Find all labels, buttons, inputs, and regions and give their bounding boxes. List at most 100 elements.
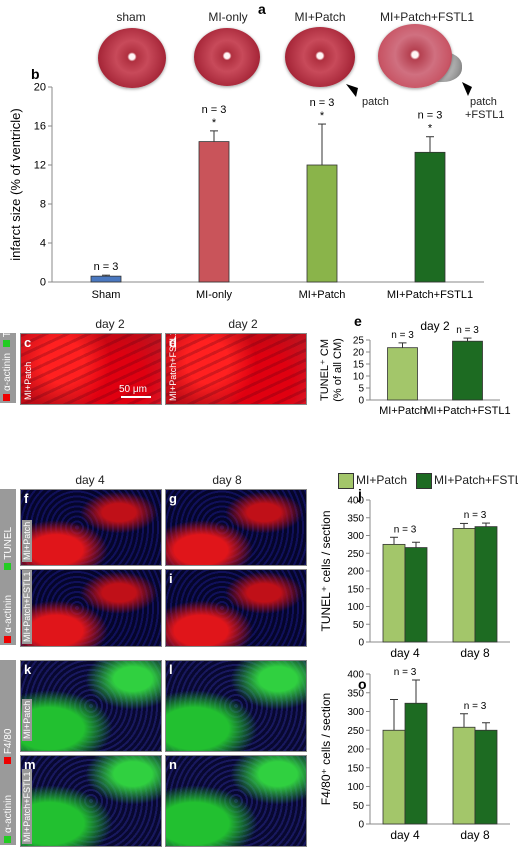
micrograph-g: g xyxy=(165,489,307,566)
y-tick-label-o: 50 xyxy=(353,801,365,812)
heart-caption-sham: sham xyxy=(116,10,146,24)
arrow-label-patch: patch xyxy=(362,96,389,108)
heart-photo-mi-patch xyxy=(285,27,355,87)
y-tick-label-o: 100 xyxy=(347,782,364,793)
micro-letter-g: g xyxy=(169,491,177,506)
category-label-j: day 4 xyxy=(390,646,420,660)
panel-label-j: j xyxy=(358,486,362,502)
bar-j-1-1 xyxy=(474,526,498,643)
micro-day-label-c: day 2 xyxy=(95,317,125,331)
y-tick-label-b: 8 xyxy=(40,199,46,211)
y-tick-label-j: 150 xyxy=(347,584,364,595)
micro-group-label-c: MI+Patch xyxy=(23,361,33,400)
scale-bar xyxy=(121,396,151,398)
micro-letter-d: d xyxy=(169,335,177,350)
annotation-b: * xyxy=(320,110,325,122)
legend-swatch-mi-patch-fstl1 xyxy=(416,473,432,489)
bar-b-2-0 xyxy=(306,164,338,283)
annotation-b: n = 3 xyxy=(94,261,119,273)
micro-letter-f: f xyxy=(24,491,29,506)
annotation-e: n = 3 xyxy=(456,325,479,336)
category-label-b: Sham xyxy=(92,289,121,301)
y-axis-label-b: infarct size (% of ventricle) xyxy=(8,108,23,260)
bar-b-1-0 xyxy=(198,141,230,283)
arrow-label-patch-fstl1-2: +FSTL1 xyxy=(465,109,505,121)
chart-f480-cells: 0 50 100 150 200 250 300 350 400 F4/80⁺ cells / s… xyxy=(319,667,510,842)
panel-label-e: e xyxy=(354,313,362,329)
y-tick-label-j: 250 xyxy=(347,549,364,560)
y-tick-label-o: 300 xyxy=(347,707,364,718)
annotation-j: n = 3 xyxy=(464,510,487,521)
bar-j-0-0 xyxy=(382,543,406,643)
annotation-e: n = 3 xyxy=(391,330,414,341)
y-axis-label-j: TUNEL⁺ cells / section xyxy=(319,510,333,631)
category-label-o: day 4 xyxy=(390,828,420,842)
bar-o-0-1 xyxy=(404,702,428,825)
y-axis-label-e: (% of all CM) xyxy=(332,338,344,402)
annotation-b: n = 3 xyxy=(418,110,443,122)
micro-letter-k: k xyxy=(24,662,32,677)
category-label-b: MI+Patch+FSTL1 xyxy=(387,289,473,301)
category-label-j: day 8 xyxy=(460,646,490,660)
y-tick-label-j: 0 xyxy=(358,638,364,649)
y-tick-label-o: 150 xyxy=(347,763,364,774)
bar-b-3-0 xyxy=(414,151,446,283)
y-tick-label-j: 100 xyxy=(347,602,364,613)
y-tick-label-j: 350 xyxy=(347,513,364,524)
y-axis-label-e: TUNEL⁺ CM xyxy=(319,339,331,401)
y-tick-label-o: 400 xyxy=(347,670,364,681)
micro-group-label-f: MI+Patch xyxy=(22,519,32,562)
micro-group-label-m: MI+Patch+FSTL1 xyxy=(22,769,32,844)
legend-label-mi-patch-fstl1: MI+Patch+FSTL1 xyxy=(434,473,518,487)
stain-label-fi: α-actinin TUNEL xyxy=(3,527,14,643)
panel-label-a: a xyxy=(258,1,266,17)
bar-j-1-0 xyxy=(452,528,476,643)
bar-e-1-0 xyxy=(452,340,483,401)
micro-group-label-d: MI+Patch+FSTL1 xyxy=(168,333,178,401)
annotation-b: * xyxy=(428,123,433,135)
bar-o-1-1 xyxy=(474,729,498,825)
y-tick-label-o: 250 xyxy=(347,726,364,737)
category-label-b: MI+Patch xyxy=(299,289,346,301)
legend-label-mi-patch: MI+Patch xyxy=(356,473,408,487)
annotation-b: n = 3 xyxy=(202,104,227,116)
arrow-overlay xyxy=(346,82,472,97)
bar-e-0-0 xyxy=(387,347,418,401)
micrograph-f: f MI+Patch xyxy=(20,489,162,566)
y-tick-label-j: 50 xyxy=(353,620,365,631)
legend-swatch-mi-patch xyxy=(338,473,354,489)
annotation-b: n = 3 xyxy=(310,97,335,109)
micro-day-label-f: day 4 xyxy=(75,473,105,487)
y-tick-label-o: 350 xyxy=(347,688,364,699)
y-tick-label-b: 20 xyxy=(34,82,46,94)
y-tick-label-e: 0 xyxy=(358,396,364,407)
chart-tunel-cells: 0 50 100 150 200 250 300 350 400 TUNEL⁺ cells / s… xyxy=(319,496,510,660)
annotation-b: * xyxy=(212,117,217,129)
heart-caption-mi-patch: MI+Patch xyxy=(294,10,346,24)
y-tick-label-j: 400 xyxy=(347,496,364,507)
heart-photo-sham xyxy=(98,28,166,88)
micrograph-n: n xyxy=(165,755,307,847)
arrow-patch-icon xyxy=(346,84,358,97)
heart-photo-mi-patch-fstl1 xyxy=(378,24,452,88)
micrograph-d: d MI+Patch+FSTL1 xyxy=(165,333,307,405)
bar-o-0-0 xyxy=(382,729,406,825)
bar-b-0-0 xyxy=(90,275,122,283)
category-label-e: MI+Patch+FSTL1 xyxy=(424,405,510,417)
micro-day-label-g: day 8 xyxy=(212,473,242,487)
y-tick-label-e: 10 xyxy=(353,372,365,383)
y-tick-label-e: 20 xyxy=(353,348,365,359)
category-label-b: MI-only xyxy=(196,289,233,301)
category-label-e: MI+Patch xyxy=(379,405,426,417)
y-axis-label-o: F4/80⁺ cells / section xyxy=(319,693,333,805)
micrograph-k: k MI+Patch xyxy=(20,660,162,752)
micro-group-label-k: MI+Patch xyxy=(22,698,32,741)
micro-letter-c: c xyxy=(24,335,32,350)
chart-title-e: day 2 xyxy=(420,319,450,333)
scale-bar-label: 50 μm xyxy=(119,384,147,395)
heart-caption-mi-patch-fstl1: MI+Patch+FSTL1 xyxy=(379,10,475,24)
y-tick-label-o: 0 xyxy=(358,820,364,831)
y-tick-label-e: 5 xyxy=(358,384,364,395)
micro-letter-i: i xyxy=(169,571,173,586)
